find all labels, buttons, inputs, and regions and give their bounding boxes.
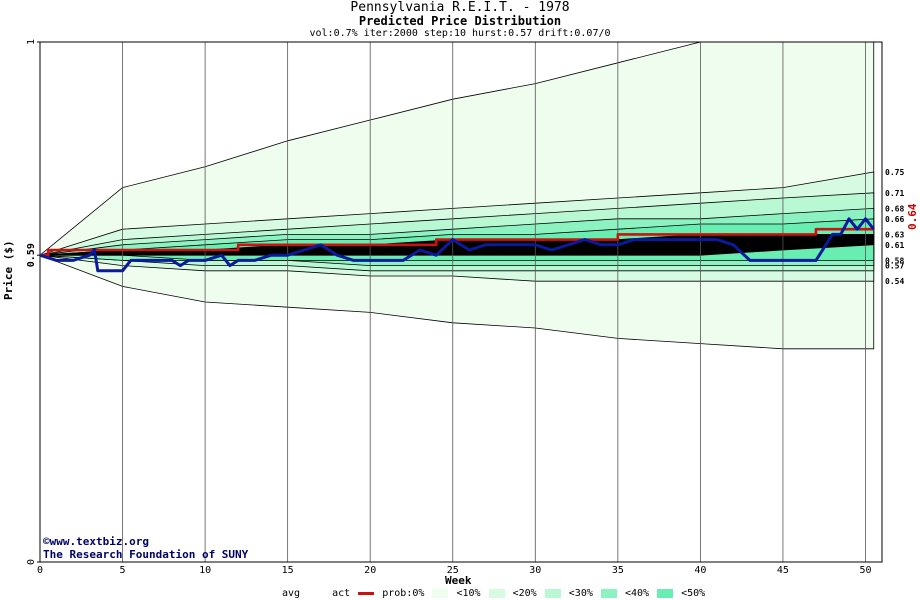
legend-label-30: <30%: [568, 588, 593, 599]
legend-swatch-50: [657, 589, 674, 598]
y-tick-label: 0: [26, 559, 37, 565]
x-tick-label: 5: [120, 565, 126, 576]
legend-label-avg: avg: [282, 588, 301, 599]
legend-swatch-10: [432, 589, 449, 598]
legend-label-prob: prob:0%: [382, 588, 425, 599]
legend-swatch-20: [488, 589, 505, 598]
legend-label-act: act: [332, 588, 351, 599]
legend-label-10: <10%: [456, 588, 481, 599]
right-value-label: 0.66: [885, 215, 904, 224]
legend-swatch-40: [600, 589, 617, 598]
x-tick-label: 30: [529, 565, 541, 576]
series-line-act: [40, 227, 874, 257]
credit-block: ©www.textbiz.org The Research Foundation…: [43, 535, 248, 561]
x-axis-label: Week: [445, 574, 472, 587]
credit-url: ©www.textbiz.org: [43, 535, 149, 548]
right-value-label: 0.54: [885, 277, 904, 286]
x-tick-label: 40: [694, 565, 706, 576]
chart-params: vol:0.7% iter:2000 step:10 hurst:0.57 dr…: [309, 28, 611, 39]
chart-subtitle: Predicted Price Distribution: [358, 14, 562, 28]
y-tick-label: 1: [26, 39, 37, 45]
x-tick-label: 45: [777, 565, 789, 576]
right-value-label: 0.58: [885, 256, 904, 265]
y-tick-label: 0.59: [26, 243, 37, 267]
legend-swatch-avg: [308, 592, 324, 595]
legend-swatch-30: [544, 589, 561, 598]
actual-last-price-label: 0.64: [906, 203, 919, 231]
x-tick-label: 0: [37, 565, 43, 576]
x-tick-label: 20: [364, 565, 376, 576]
x-tick-label: 25: [447, 565, 459, 576]
right-value-label: 0.57: [885, 262, 904, 271]
right-value-label: 0.75: [885, 168, 904, 177]
credit-org: The Research Foundation of SUNY: [43, 548, 249, 561]
legend-swatch-act: [358, 592, 375, 595]
x-tick-label: 10: [199, 565, 211, 576]
legend-label-20: <20%: [512, 588, 537, 599]
x-tick-label: 50: [859, 565, 871, 576]
legend-label-50: <50%: [681, 588, 706, 599]
x-tick-label: 15: [282, 565, 294, 576]
plot-border: [39, 41, 883, 563]
series-line-prob: [39, 217, 875, 273]
right-value-label: 0.61: [885, 241, 904, 250]
chart-title: Pennsylvania R.E.I.T. - 1978: [350, 0, 570, 15]
right-value-label: 0.63: [885, 230, 904, 239]
y-axis-label: Price ($): [2, 240, 15, 300]
right-value-label: 0.68: [885, 204, 904, 213]
x-tick-label: 35: [612, 565, 624, 576]
right-value-label: 0.71: [885, 189, 904, 198]
legend-label-40: <40%: [624, 588, 650, 599]
legend: avg act prob:0% <10% <20% <30% <40% <50%: [282, 588, 705, 600]
